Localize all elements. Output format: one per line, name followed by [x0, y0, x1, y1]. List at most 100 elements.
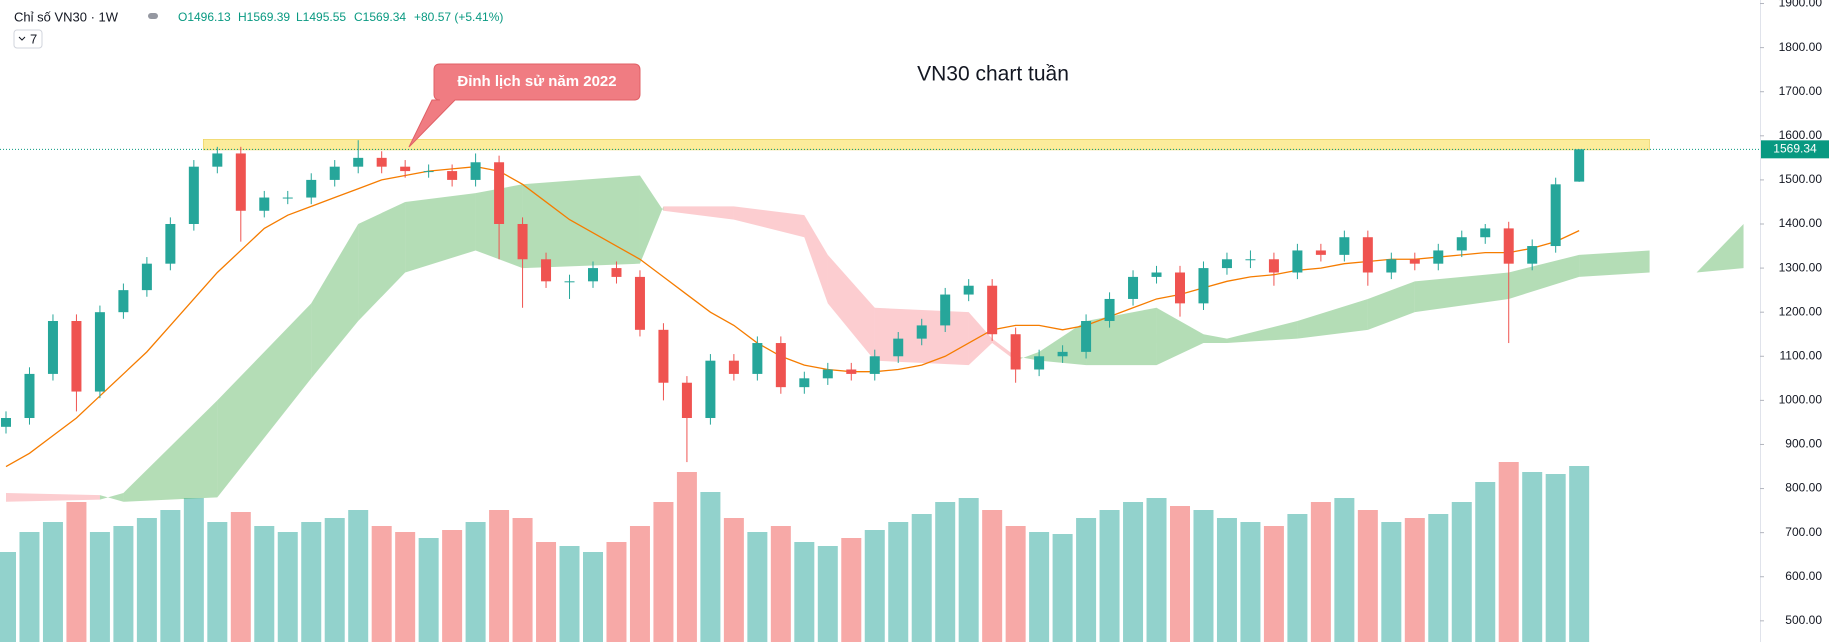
candle-body	[376, 157, 387, 167]
cloud-segment	[827, 254, 875, 361]
volume-bar	[1475, 482, 1496, 642]
volume-bar	[183, 498, 204, 642]
volume-bar	[1005, 526, 1026, 642]
candle-body	[1386, 259, 1397, 273]
plot	[0, 139, 1760, 642]
volume-bar	[1545, 474, 1566, 642]
candle-body	[681, 382, 692, 419]
ohlc-change: +80.57 (+5.41%)	[414, 10, 503, 24]
candle-body	[1081, 321, 1092, 352]
volume-bar	[559, 546, 580, 642]
annotation: Đỉnh lịch sử năm 2022	[457, 73, 616, 90]
volume-bar	[583, 552, 603, 642]
candle-body	[1409, 259, 1420, 264]
volume-bar	[841, 538, 862, 642]
cloud-segment	[522, 175, 640, 269]
volume-bar	[935, 502, 956, 642]
y-tick-label: 600.00	[1785, 569, 1822, 583]
cloud-segment	[639, 175, 664, 264]
volume-bar	[1334, 498, 1355, 642]
cloud-segment	[123, 400, 218, 502]
volume-bar	[1193, 510, 1214, 642]
candle-body	[282, 197, 293, 199]
candle-body	[24, 373, 35, 419]
volume-bar	[770, 526, 791, 642]
ohlc-high: H1569.39	[238, 10, 290, 24]
cloud-segment	[1297, 298, 1368, 339]
resistance-zone	[202, 139, 1650, 151]
price-label-box	[1761, 140, 1829, 159]
volume-bar	[864, 530, 885, 642]
candle-body	[1175, 272, 1185, 304]
candle-body	[1339, 237, 1350, 255]
cloud-segment	[311, 223, 359, 379]
candle-body	[1503, 228, 1514, 264]
volume-bar	[0, 552, 16, 642]
cloud-segment	[663, 206, 734, 220]
candle-body	[470, 162, 481, 180]
volume-bar	[207, 522, 228, 642]
cloud-segment	[99, 492, 124, 502]
volume-bar	[888, 522, 909, 642]
volume-bar	[676, 472, 697, 642]
volume-bar	[1216, 518, 1237, 642]
cloud-segment	[804, 215, 828, 304]
volume-bar	[1522, 472, 1543, 642]
candle-body	[118, 290, 129, 313]
candle-body	[47, 321, 58, 374]
candle-body	[1433, 250, 1444, 264]
volume-bar	[113, 526, 134, 642]
volume-bar	[982, 510, 1003, 642]
volume-bar	[89, 532, 110, 642]
ohlc-close: C1569.34	[354, 10, 406, 24]
candle-body	[916, 325, 927, 339]
volume-bar	[301, 522, 322, 642]
candle-body	[165, 223, 176, 264]
volume-bar	[723, 518, 744, 642]
volume-bar	[512, 518, 533, 642]
volume-bar	[700, 492, 721, 642]
candle-body	[188, 166, 199, 224]
cloud-segment	[217, 303, 312, 498]
candle-body	[541, 259, 552, 282]
candle-body	[611, 268, 622, 277]
cloud-segment	[1579, 250, 1650, 277]
indicator-toggle[interactable]	[13, 29, 43, 49]
cloud-segment	[1414, 272, 1509, 313]
indicator-count: 7	[30, 31, 37, 46]
chevron	[18, 36, 26, 41]
candle-body	[1221, 259, 1232, 269]
candle-body	[1315, 250, 1326, 255]
candle-body	[869, 356, 880, 374]
candle-body	[235, 153, 246, 211]
volume-bar	[42, 522, 63, 642]
volume-bar	[1310, 502, 1331, 642]
volume-bar	[1569, 466, 1590, 642]
volume-bar	[1263, 526, 1284, 642]
y-tick-label: 800.00	[1785, 481, 1822, 495]
volume-bar	[1381, 522, 1402, 642]
y-tick-label: 1000.00	[1779, 393, 1823, 407]
candle-body	[494, 162, 505, 224]
candle-body	[728, 360, 739, 374]
volume-bar	[629, 526, 650, 642]
volume-bar	[230, 512, 251, 642]
candle-body	[423, 171, 434, 173]
y-tick-label: 1200.00	[1779, 304, 1823, 318]
ohlc-low: L1495.55	[296, 10, 346, 24]
candle-body	[1456, 237, 1467, 251]
volume-bar	[1287, 514, 1308, 642]
volume-bar	[1428, 514, 1449, 642]
cloud-segment	[1508, 254, 1580, 299]
candle-body	[940, 294, 951, 326]
candle-body	[634, 276, 645, 330]
candle-body	[799, 378, 810, 388]
volume-bar	[324, 518, 345, 642]
candle-body	[1057, 351, 1068, 357]
y-tick-label: 700.00	[1785, 525, 1822, 539]
volume-bar	[958, 498, 979, 642]
candle-body	[517, 223, 528, 260]
candle-body	[1245, 259, 1256, 261]
candle-body	[353, 157, 364, 167]
candle-body	[658, 329, 669, 383]
